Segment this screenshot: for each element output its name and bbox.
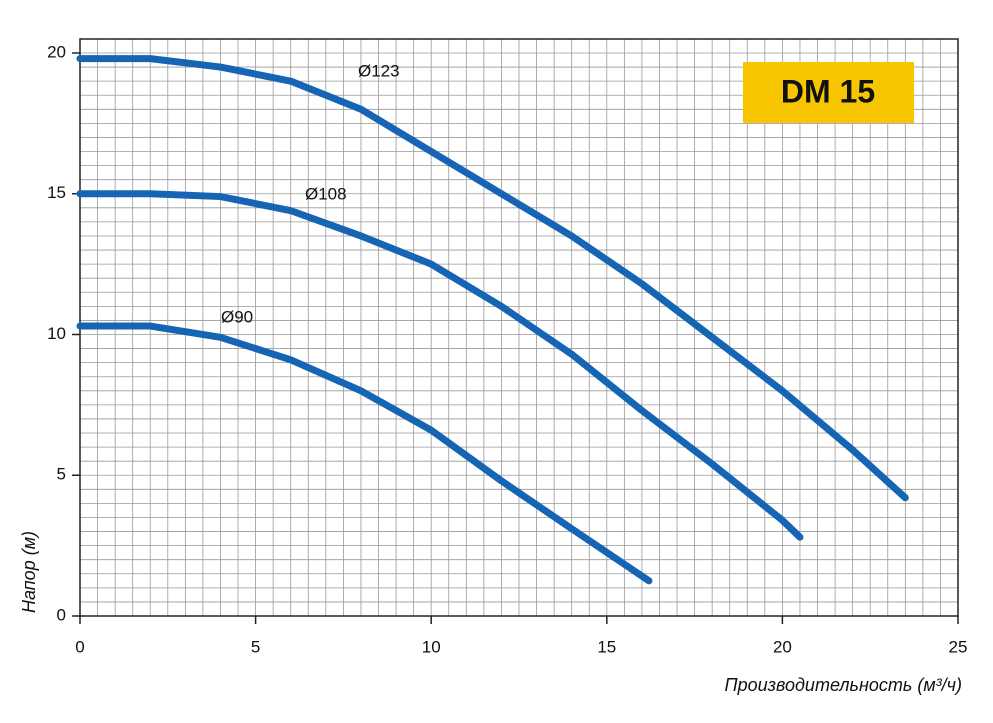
x-axis-label: Производительность (м³/ч) <box>725 675 962 695</box>
y-axis-label: Напор (м) <box>19 531 39 613</box>
x-tick-label: 0 <box>75 637 84 656</box>
pump-curve <box>76 55 909 502</box>
y-tick-label: 15 <box>47 183 66 202</box>
y-tick-label: 5 <box>57 465 66 484</box>
curve-label: Ø90 <box>221 307 253 326</box>
x-tick-label: 5 <box>251 637 260 656</box>
pump-curve <box>76 190 804 541</box>
curve-label: Ø123 <box>358 61 400 80</box>
chart-title: DM 15 <box>781 73 875 109</box>
y-tick-label: 10 <box>47 324 66 343</box>
grid <box>79 39 959 617</box>
curve-label: Ø108 <box>305 184 347 203</box>
x-tick-label: 25 <box>949 637 968 656</box>
x-tick-label: 20 <box>773 637 792 656</box>
x-tick-label: 10 <box>422 637 441 656</box>
y-tick-label: 0 <box>57 605 66 624</box>
pump-curve <box>76 322 653 585</box>
x-tick-label: 15 <box>597 637 616 656</box>
title-box <box>743 62 914 123</box>
y-tick-label: 20 <box>47 42 66 61</box>
